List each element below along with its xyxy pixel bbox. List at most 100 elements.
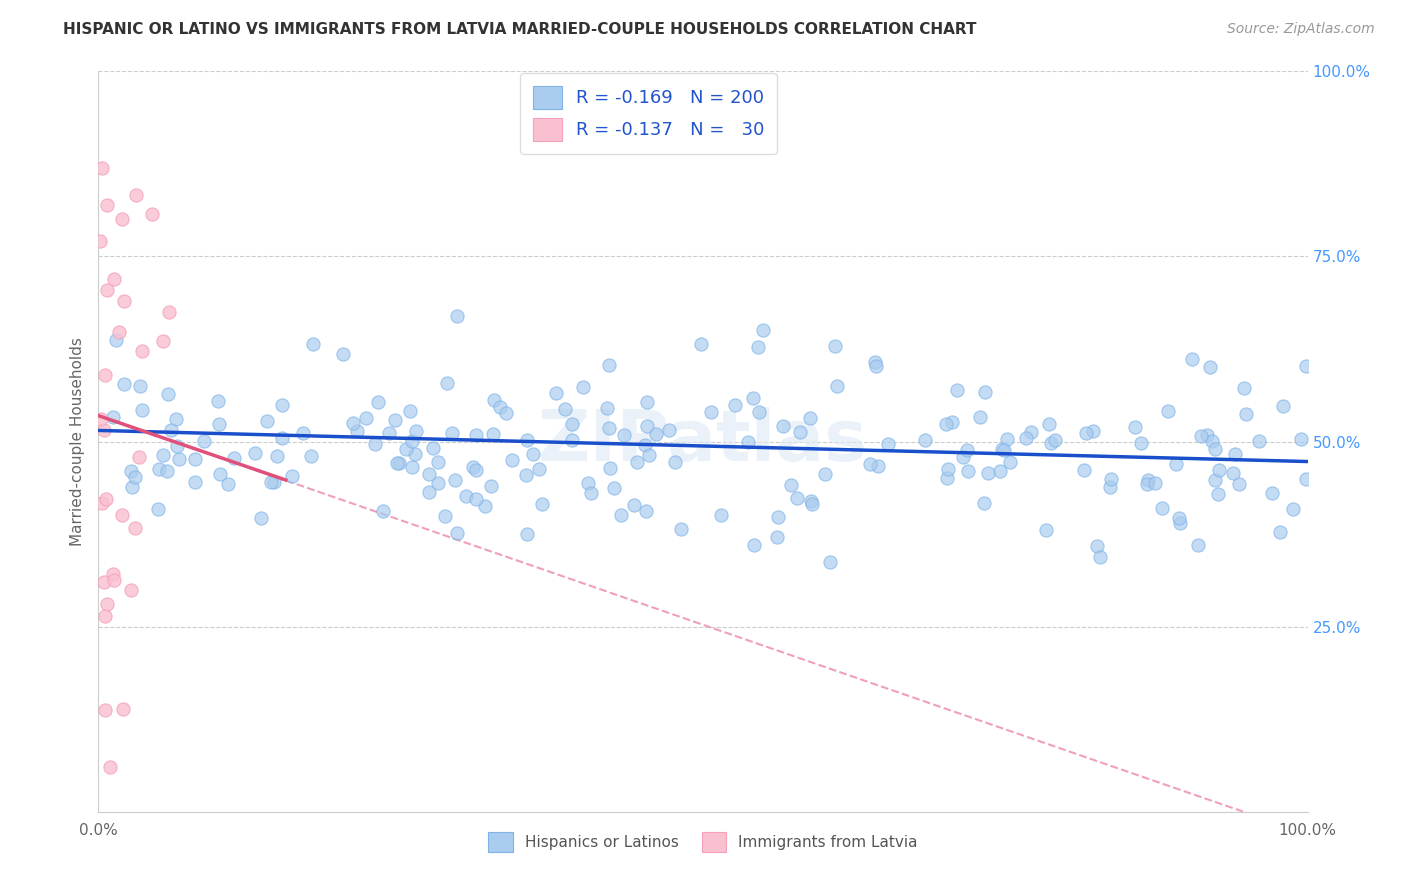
Point	[146, 502, 169, 516]
Point	[1136, 473, 1159, 487]
Point	[93, 368, 115, 382]
Point	[1019, 425, 1042, 439]
Point	[474, 500, 496, 514]
Point	[159, 423, 181, 437]
Y-axis label: Married-couple Households: Married-couple Households	[69, 337, 84, 546]
Point	[1189, 429, 1212, 443]
Point	[217, 477, 239, 491]
Point	[936, 462, 959, 476]
Point	[1282, 502, 1305, 516]
Point	[1272, 400, 1295, 414]
Point	[544, 385, 567, 400]
Point	[342, 416, 364, 430]
Point	[120, 464, 142, 478]
Legend: Hispanics or Latinos, Immigrants from Latvia: Hispanics or Latinos, Immigrants from La…	[481, 825, 925, 860]
Point	[636, 395, 658, 409]
Point	[1035, 523, 1057, 537]
Point	[957, 464, 980, 478]
Point	[271, 398, 294, 412]
Point	[515, 467, 537, 482]
Point	[623, 498, 645, 512]
Point	[152, 334, 174, 349]
Point	[96, 598, 118, 612]
Point	[789, 425, 811, 439]
Point	[1181, 352, 1204, 367]
Point	[1168, 510, 1191, 524]
Point	[96, 197, 118, 211]
Point	[865, 359, 887, 374]
Point	[1295, 359, 1317, 373]
Point	[103, 271, 125, 285]
Point	[157, 305, 180, 319]
Point	[863, 355, 886, 369]
Point	[723, 398, 745, 412]
Point	[332, 347, 354, 361]
Point	[766, 510, 789, 524]
Point	[124, 521, 146, 535]
Point	[479, 479, 502, 493]
Point	[1295, 472, 1317, 486]
Point	[114, 293, 136, 308]
Text: ZIPatlas: ZIPatlas	[538, 407, 868, 476]
Point	[1136, 477, 1159, 491]
Point	[1249, 434, 1271, 449]
Point	[501, 453, 523, 467]
Point	[354, 411, 377, 425]
Point	[1074, 425, 1097, 440]
Point	[1187, 538, 1209, 552]
Point	[91, 161, 114, 175]
Point	[1085, 539, 1108, 553]
Point	[367, 395, 389, 409]
Point	[94, 608, 117, 623]
Point	[156, 387, 179, 401]
Point	[441, 426, 464, 441]
Point	[801, 497, 824, 511]
Point	[291, 426, 314, 441]
Point	[405, 424, 427, 438]
Point	[1208, 463, 1230, 477]
Point	[800, 494, 823, 508]
Point	[1222, 467, 1244, 481]
Point	[818, 555, 841, 569]
Point	[780, 477, 803, 491]
Point	[395, 442, 418, 456]
Point	[243, 446, 266, 460]
Point	[825, 379, 848, 393]
Point	[456, 489, 478, 503]
Point	[710, 508, 733, 523]
Point	[271, 431, 294, 445]
Point	[690, 337, 713, 351]
Point	[125, 187, 148, 202]
Point	[993, 443, 1015, 458]
Point	[599, 461, 621, 475]
Point	[388, 456, 411, 470]
Point	[427, 475, 450, 490]
Point	[561, 434, 583, 448]
Point	[766, 530, 789, 544]
Point	[263, 475, 285, 489]
Point	[1143, 475, 1166, 490]
Point	[101, 409, 124, 424]
Point	[634, 438, 657, 452]
Point	[799, 411, 821, 425]
Point	[669, 522, 692, 536]
Point	[579, 486, 602, 500]
Point	[658, 424, 681, 438]
Point	[148, 462, 170, 476]
Point	[1260, 486, 1282, 500]
Point	[378, 425, 401, 440]
Point	[941, 415, 963, 429]
Point	[571, 380, 593, 394]
Point	[1234, 407, 1257, 421]
Point	[299, 449, 322, 463]
Point	[1099, 480, 1122, 494]
Point	[465, 491, 488, 506]
Point	[131, 403, 153, 417]
Point	[208, 467, 231, 481]
Point	[1289, 432, 1312, 446]
Point	[461, 460, 484, 475]
Point	[664, 454, 686, 468]
Point	[346, 424, 368, 438]
Point	[598, 358, 620, 372]
Point	[193, 434, 215, 448]
